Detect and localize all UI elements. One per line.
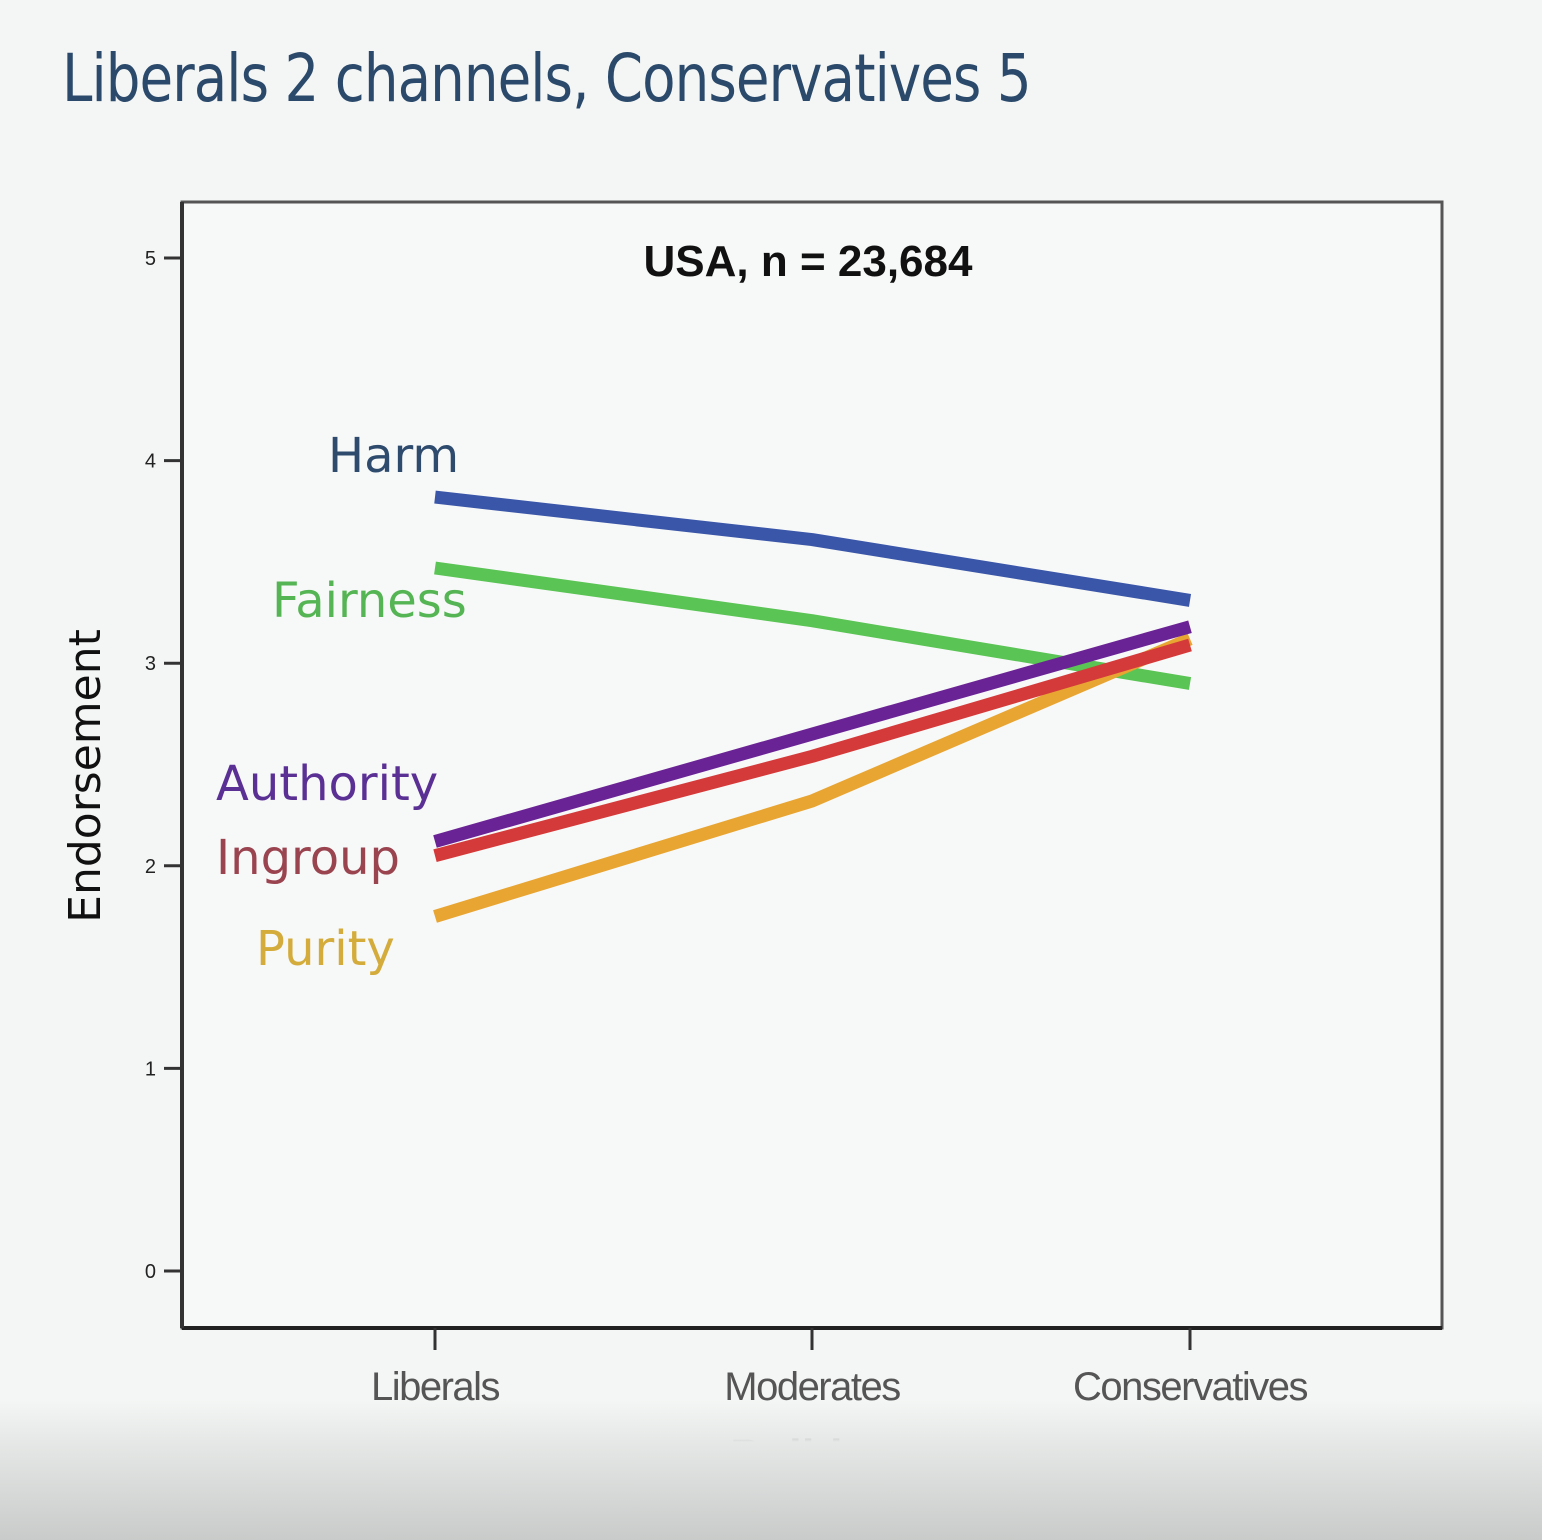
- plot-frame: [180, 200, 1444, 1330]
- y-tick-label: 3: [145, 653, 156, 675]
- slide-title: Liberals 2 channels, Conservatives 5: [62, 40, 1032, 117]
- chart-subtitle: USA, n = 23,684: [644, 237, 973, 286]
- y-tick-label: 5: [145, 248, 156, 270]
- series-label-authority: Authority: [216, 756, 438, 812]
- y-tick-label: 2: [145, 856, 156, 878]
- series-line-ingroup: [433, 638, 1192, 862]
- series-label-purity: Purity: [256, 921, 395, 977]
- x-tick-label: Conservatives: [1073, 1365, 1307, 1409]
- series-lines: [433, 490, 1193, 923]
- y-tick-label: 0: [145, 1261, 156, 1283]
- x-tick-label: Moderates: [724, 1365, 900, 1409]
- series-line-harm: [434, 490, 1192, 607]
- x-tick-label: Liberals: [371, 1365, 500, 1409]
- series-line-purity: [433, 632, 1193, 923]
- y-axis-title: Endorsement: [60, 629, 111, 923]
- x-axis-title: Politics: [730, 1430, 894, 1482]
- y-tick-label: 1: [145, 1058, 156, 1080]
- series-line-authority: [433, 620, 1192, 848]
- series-label-ingroup: Ingroup: [216, 830, 400, 886]
- x-axis-ticks: Liberals Moderates Conservatives: [371, 1328, 1309, 1409]
- series-label-harm: Harm: [328, 428, 459, 484]
- series-label-fairness: Fairness: [272, 573, 467, 629]
- y-axis-ticks: 0 1 2 3 4 5: [145, 248, 182, 1283]
- y-tick-label: 4: [145, 451, 156, 473]
